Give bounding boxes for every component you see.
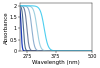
X-axis label: Wavelength (nm): Wavelength (nm) bbox=[32, 60, 80, 65]
Y-axis label: Absorbance: Absorbance bbox=[4, 11, 8, 44]
